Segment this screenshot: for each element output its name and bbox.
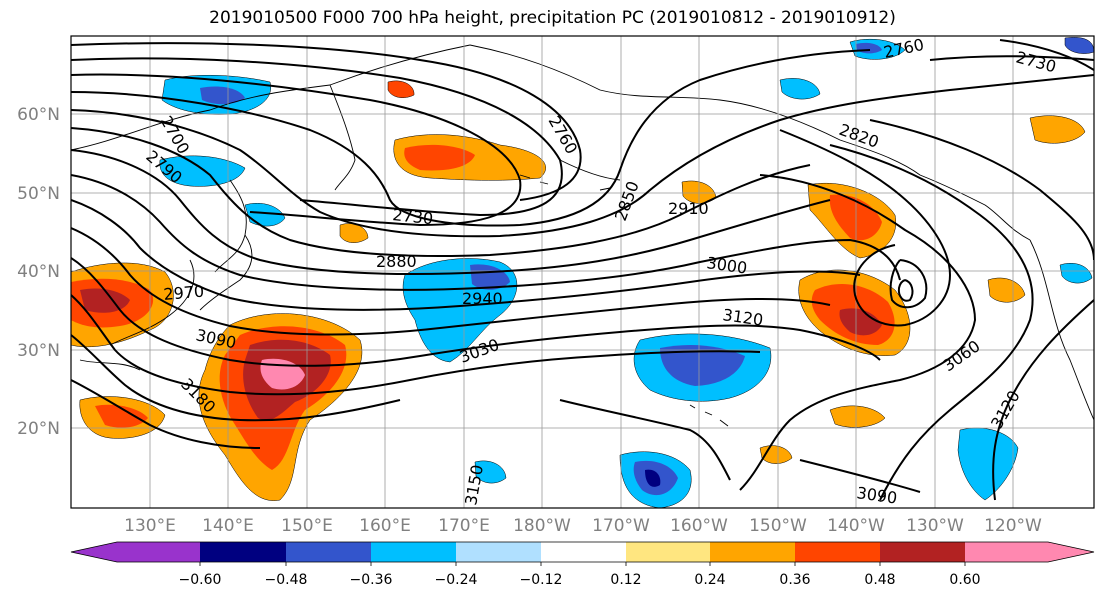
lon-label: 150°E [281,516,333,536]
contour-line [71,127,811,258]
contour-label: 2940 [462,289,503,308]
shade-warm-small-3 [829,405,886,428]
lat-label: 30°N [17,341,60,361]
shade-cold-11 [474,460,507,484]
contour-line [71,294,761,396]
contour-label: 2880 [376,252,417,271]
colorbar-tick: −0.60 [179,572,222,588]
height-contours [71,39,1094,501]
contour-line [71,73,522,227]
colorbar-seg [965,542,1094,562]
coast-hawaii [689,404,729,427]
contour-line [71,49,871,227]
lat-label: 20°N [17,419,60,439]
lon-label: 160°E [359,516,411,536]
contour-line [889,259,928,309]
colorbar-tick: 0.24 [694,572,725,588]
shade-cold-12 [1059,262,1093,284]
contour-label: 2910 [668,199,709,218]
colorbar-outline [70,541,1095,563]
colorbar-seg [286,542,371,562]
contour-line [992,299,1094,501]
contour-line [71,334,401,422]
colorbar-tick: −0.36 [350,572,393,588]
longitude-labels: 130°E 140°E 150°E 160°E 170°E 180°W 170°… [124,516,1042,536]
contour-line [999,39,1094,71]
colorbar-tick: 0.12 [610,572,641,588]
lon-label: 150°W [749,516,807,536]
shade-cold-4b [200,86,245,105]
colorbar-seg [880,542,965,562]
contour-line [739,174,977,491]
contour-line [71,257,881,367]
contour-line [71,74,1094,238]
lon-label: 130°E [124,516,176,536]
colorbar-tick: −0.12 [520,572,563,588]
colorbar-seg [626,542,710,562]
contour-line [559,399,921,493]
lon-label: 160°W [670,516,728,536]
shade-cold-5 [159,155,246,187]
shade-cold-2b [660,344,745,386]
shade-north-warm-2 [404,144,475,171]
colorbar-seg [371,542,456,562]
coast-kamchatka [329,84,356,191]
colorbar-tick: 0.36 [779,572,810,588]
contour-line [897,279,914,302]
colorbar-seg [541,542,626,562]
lon-label: 140°W [827,516,885,536]
contour-line [71,174,901,291]
colorbar-tick: 0.60 [949,572,980,588]
contour-line [829,144,1034,501]
colorbar-seg [200,542,286,562]
contour-line [779,129,952,327]
lat-label: 60°N [17,105,60,125]
latitude-labels: 60°N 50°N 40°N 30°N 20°N [17,105,60,439]
shade-warm-small-7 [387,80,415,98]
contour-line [71,379,261,449]
colorbar-seg [456,542,541,562]
lon-label: 130°W [906,516,964,536]
lon-label: 170°W [592,516,650,536]
shade-warm-small-2 [987,277,1026,303]
lon-label: 120°W [984,516,1042,536]
colorbar-tick: 0.48 [864,572,895,588]
contour-line [71,227,831,336]
colorbar-tick: −0.48 [265,572,308,588]
shade-cold-7 [957,427,1019,501]
contour-label: 2730 [392,205,434,228]
lat-label: 50°N [17,184,60,204]
contour-line [869,119,1094,261]
contour-label: 2970 [163,282,205,304]
coast-alaska [469,44,1031,241]
contour-line [71,57,563,217]
colorbar-seg [710,542,795,562]
shade-cold-9 [779,78,821,100]
plot-frame [70,35,1095,509]
coast-aleutians [519,159,621,191]
contour-line [71,149,831,276]
lon-label: 170°E [438,516,490,536]
colorbar-seg [795,542,880,562]
colorbar-tick: −0.24 [435,572,478,588]
lat-label: 40°N [17,262,60,282]
contour-line [71,42,582,201]
lon-label: 180°W [513,516,571,536]
map-title: 2019010500 F000 700 hPa height, precipit… [209,8,896,28]
shade-sw-warm-2 [95,404,148,428]
lon-label: 140°E [202,516,254,536]
coast-japan [199,234,253,311]
shade-east-warm-3 [839,308,882,336]
shade-warm-small-1 [1029,115,1086,144]
colorbar: −0.60 −0.48 −0.36 −0.24 −0.12 0.12 0.24 … [70,541,1095,588]
shade-cold-3c [645,469,661,487]
contour-line [71,199,861,311]
colorbar-seg [71,542,200,562]
